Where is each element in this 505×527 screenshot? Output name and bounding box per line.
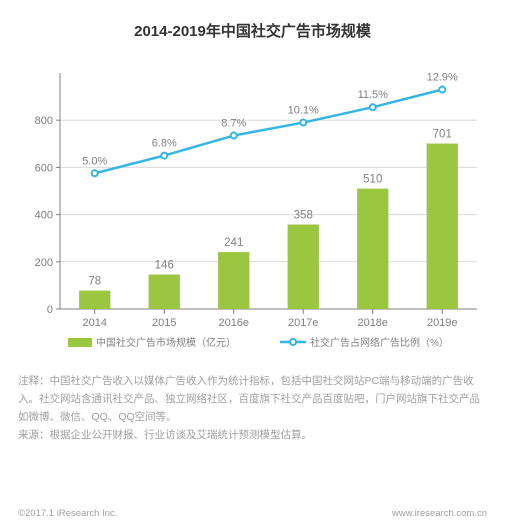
bar-value-label: 146 — [155, 260, 174, 272]
line-value-label: 12.9% — [427, 72, 458, 84]
line-marker — [370, 104, 376, 110]
bar-value-label: 78 — [88, 276, 101, 288]
line-marker — [231, 133, 237, 139]
chart-container: 2014-2019年中国社交广告市场规模 0 200 400 600 800 78 2014… — [0, 0, 505, 527]
chart-title: 2014-2019年中国社交广告市场规模 — [18, 20, 487, 41]
x-tick-label: 2015 — [152, 317, 176, 329]
line-marker — [300, 120, 306, 126]
line-value-label: 11.5% — [358, 89, 389, 101]
y-tick-label: 200 — [35, 257, 53, 269]
x-tick-label: 2018e — [357, 317, 388, 329]
bar-value-label: 241 — [224, 237, 243, 249]
line-series — [95, 90, 443, 174]
bar — [79, 291, 110, 309]
legend-bar-swatch — [68, 338, 92, 347]
chart-svg: 0 200 400 600 800 78 2014 146 2015 241 2016e 358 201… — [18, 55, 487, 355]
y-tick-label: 800 — [35, 115, 53, 127]
plot-area: 0 200 400 600 800 78 2014 146 2015 241 2016e 358 201… — [18, 55, 487, 355]
bar — [357, 189, 388, 309]
x-tick-label: 2016e — [218, 317, 249, 329]
legend-bar-label: 中国社交广告市场规模（亿元） — [96, 336, 236, 349]
y-tick-label: 0 — [47, 304, 53, 316]
legend-line-marker — [290, 339, 296, 345]
bar-value-label: 701 — [433, 129, 452, 141]
note-disclaimer: 注释：中国社交广告收入以媒体广告收入作为统计指标，包括中国社交网站PC端与移动端… — [18, 373, 487, 427]
line-value-label: 10.1% — [288, 105, 319, 117]
bar-value-label: 510 — [363, 174, 382, 186]
copyright-text: ©2017.1 iResearch Inc. — [18, 508, 117, 519]
line-marker — [92, 170, 98, 176]
bar — [288, 225, 319, 309]
bar-value-label: 358 — [294, 210, 313, 222]
website-text: www.iresearch.com.cn — [392, 508, 487, 519]
line-value-label: 6.8% — [152, 138, 177, 150]
x-tick-label: 2014 — [83, 317, 107, 329]
y-tick-label: 600 — [35, 162, 53, 174]
footer: ©2017.1 iResearch Inc. www.iresearch.com… — [18, 508, 487, 519]
bar — [218, 252, 249, 309]
bar — [427, 144, 458, 309]
note-source: 来源：根据企业公开财报、行业访谈及艾瑞统计预测模型估算。 — [18, 427, 487, 445]
line-marker — [439, 87, 445, 93]
bar — [149, 275, 180, 309]
x-tick-label: 2019e — [427, 317, 458, 329]
line-value-label: 8.7% — [221, 118, 246, 130]
line-marker — [161, 153, 167, 159]
x-tick-label: 2017e — [288, 317, 319, 329]
y-tick-label: 400 — [35, 210, 53, 222]
legend-line-label: 社交广告占网络广告比例（%） — [310, 336, 449, 349]
chart-notes: 注释：中国社交广告收入以媒体广告收入作为统计指标，包括中国社交网站PC端与移动端… — [18, 373, 487, 444]
line-value-label: 5.0% — [82, 155, 107, 167]
